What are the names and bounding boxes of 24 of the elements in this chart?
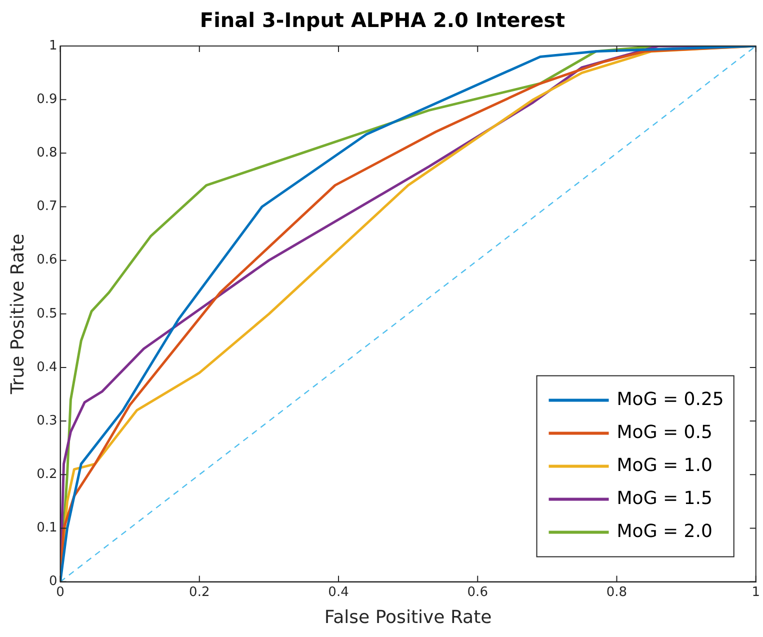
chart-title: Final 3-Input ALPHA 2.0 Interest xyxy=(200,8,566,32)
x-tick-label: 0.2 xyxy=(189,584,210,600)
y-tick-label: 0.6 xyxy=(36,252,58,268)
y-tick-label: 1 xyxy=(48,38,58,54)
y-tick-label: 0.3 xyxy=(36,413,58,428)
legend-label: MoG = 1.5 xyxy=(616,488,712,509)
x-tick-label: 0.6 xyxy=(467,584,488,600)
y-tick-label: 0.5 xyxy=(36,306,58,322)
y-tick-label: 0.2 xyxy=(36,467,58,482)
legend-label: MoG = 1.0 xyxy=(616,454,712,476)
y-tick-label: 0.4 xyxy=(36,360,58,375)
y-tick-label: 0.8 xyxy=(36,146,58,161)
y-tick-label: 0.1 xyxy=(36,520,58,536)
y-tick-label: 0.9 xyxy=(36,92,58,107)
y-axis-title: True Positive Rate xyxy=(7,234,28,396)
x-tick-label: 0.4 xyxy=(328,584,349,600)
legend-label: MoG = 2.0 xyxy=(616,520,712,542)
y-tick-label: 0 xyxy=(48,574,58,590)
y-tick-label: 0.7 xyxy=(36,199,58,214)
legend-label: MoG = 0.5 xyxy=(616,422,712,443)
x-tick-label: 0.8 xyxy=(606,584,628,600)
legend-label: MoG = 0.25 xyxy=(616,388,724,410)
x-tick-label: 1 xyxy=(752,584,760,600)
x-axis-title: False Positive Rate xyxy=(324,606,492,628)
